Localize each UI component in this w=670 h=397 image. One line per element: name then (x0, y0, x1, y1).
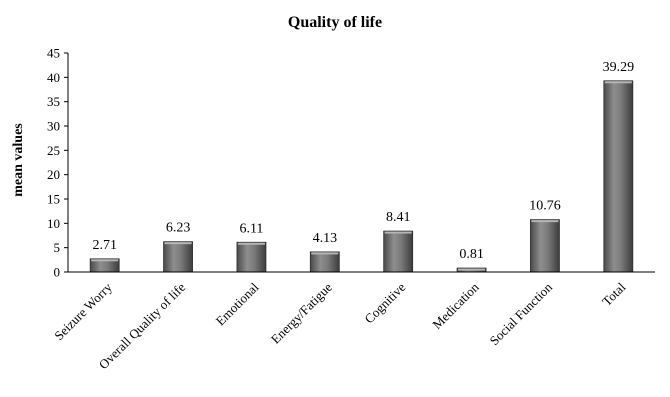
bar-top-highlight (531, 220, 559, 223)
bar (530, 219, 560, 273)
y-tick-label: 20 (47, 167, 60, 182)
data-label: 10.76 (529, 199, 561, 214)
bar-top-highlight (237, 242, 265, 245)
y-tick-label: 35 (47, 94, 60, 109)
y-tick-label: 40 (47, 70, 60, 85)
data-label: 2.71 (92, 238, 117, 253)
bar-top-highlight (311, 252, 339, 255)
y-tick-label: 5 (54, 240, 61, 255)
bar (309, 251, 340, 273)
bar (603, 80, 634, 273)
bar (236, 241, 267, 273)
bar (163, 241, 193, 273)
category-label: Cognitive (361, 279, 408, 326)
y-axis-ticks: 0 5 10 15 20 25 30 35 40 45 (47, 46, 68, 280)
category-label: Medication (429, 279, 482, 332)
bar-top-highlight (604, 81, 632, 84)
data-label: 6.23 (166, 221, 191, 236)
category-label: Seizure Worry (51, 279, 115, 343)
chart-title: Quality of life (288, 14, 382, 31)
y-tick-label: 30 (47, 119, 60, 134)
y-tick-label: 0 (54, 265, 61, 280)
data-label: 6.11 (239, 221, 263, 236)
data-labels: 2.71 6.23 6.11 4.13 8.41 0.81 10.76 39.29 (92, 60, 634, 262)
data-label: 4.13 (313, 231, 338, 246)
bar-top-highlight (164, 242, 192, 245)
y-tick-label: 10 (47, 216, 60, 231)
data-label: 0.81 (459, 247, 484, 262)
y-tick-label: 15 (47, 192, 60, 207)
bar-top-highlight (384, 231, 412, 234)
bar-top-highlight (91, 259, 119, 262)
category-label: Social Function (486, 279, 555, 348)
y-tick-label: 45 (47, 46, 60, 61)
data-label: 39.29 (603, 60, 635, 75)
bar (383, 230, 414, 273)
bar-top-highlight (458, 268, 486, 271)
category-label: Emotional (213, 279, 262, 328)
data-label: 8.41 (386, 210, 411, 225)
category-label: Energy/Fatigue (268, 279, 335, 346)
bar-series (89, 80, 634, 273)
category-label: Total (599, 279, 629, 309)
y-axis-label: mean values (11, 123, 26, 197)
y-tick-label: 25 (47, 143, 60, 158)
